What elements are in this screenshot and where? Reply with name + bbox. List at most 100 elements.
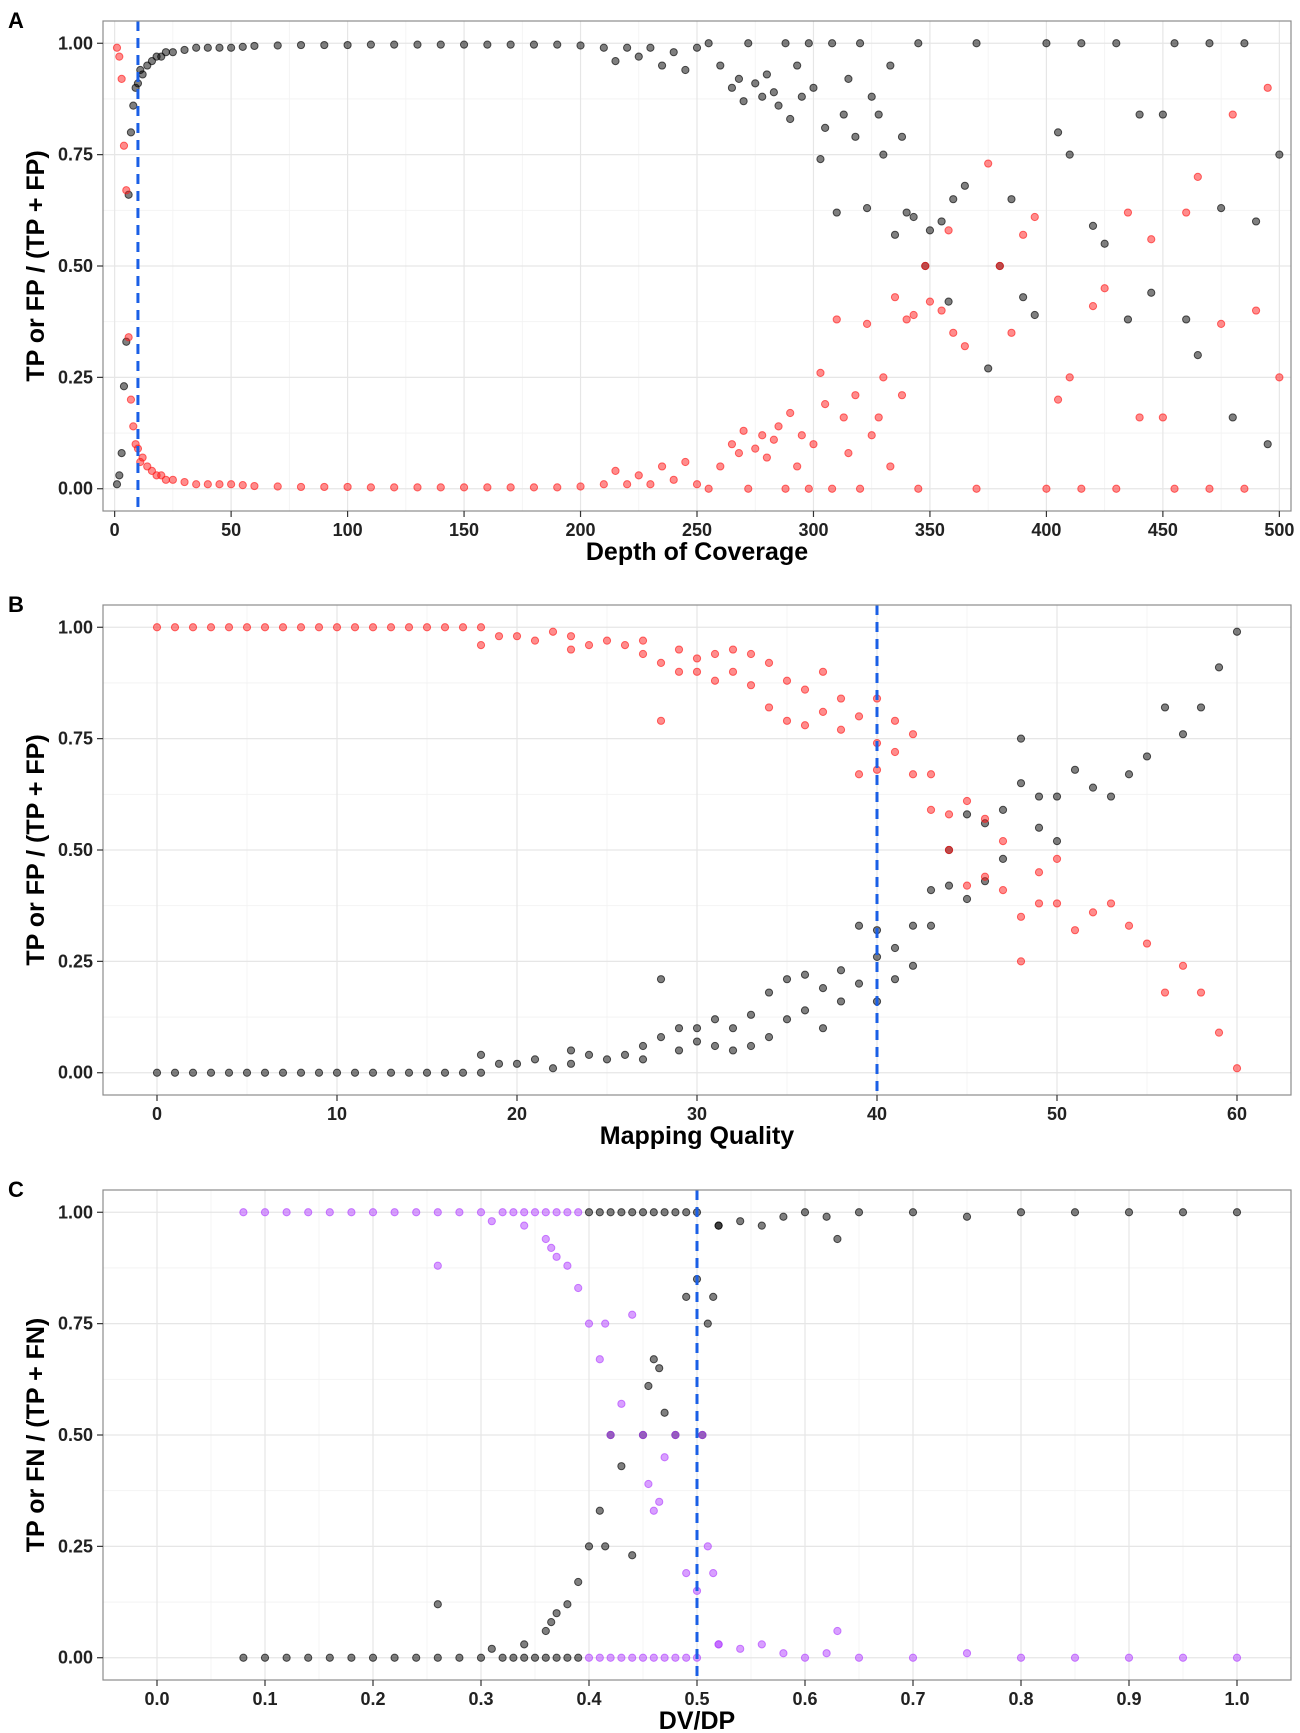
data-point-fn (671, 1653, 680, 1662)
data-point-tp (925, 226, 935, 235)
data-point-tp (634, 52, 643, 61)
data-point-tp (709, 1292, 718, 1302)
x-tick-label: 0.2 (360, 1689, 385, 1709)
data-point-fn (660, 1453, 669, 1462)
x-tick-label: 100 (333, 520, 363, 540)
data-point-tp (238, 42, 247, 51)
data-point-fp (962, 796, 972, 806)
data-point-fn (638, 1430, 648, 1440)
data-point-tp (412, 1653, 421, 1662)
data-point-fp (782, 716, 792, 725)
data-point-tp (1158, 110, 1167, 119)
data-point-tp (998, 805, 1008, 815)
data-point-tp (296, 1068, 306, 1077)
data-point-tp (692, 1037, 702, 1046)
data-point-fp (260, 623, 270, 632)
data-point-tp (854, 979, 864, 988)
data-point-tp (1034, 823, 1044, 832)
data-point-fp (458, 623, 468, 632)
data-point-fn (682, 1568, 691, 1578)
x-tick-label: 0.3 (468, 1689, 493, 1709)
data-point-tp (908, 921, 918, 930)
data-point-fp (483, 483, 492, 492)
data-point-tp (1053, 128, 1063, 137)
data-point-fn (606, 1653, 615, 1662)
data-point-fp (762, 453, 771, 462)
data-point-tp (818, 1024, 828, 1033)
x-tick-label: 60 (1227, 1104, 1247, 1124)
data-point-fn (606, 1430, 615, 1440)
data-point-fp (494, 632, 504, 641)
y-axis: 0.00 0.25 0.50 0.75 1.00 (58, 617, 103, 1083)
data-point-tp (1007, 195, 1016, 204)
data-point-fn (703, 1542, 712, 1551)
data-point-fp (804, 484, 813, 493)
data-point-tp (628, 1208, 637, 1217)
data-point-fp (851, 391, 860, 400)
data-point-tp (1205, 39, 1214, 48)
data-point-fp (129, 422, 138, 431)
data-point-fn (617, 1653, 626, 1662)
data-point-fp (821, 399, 830, 409)
data-point-fp (744, 484, 753, 493)
data-point-tp (804, 39, 813, 48)
data-point-tp (1228, 413, 1237, 422)
data-point-fp (1135, 413, 1144, 422)
data-point-tp (816, 154, 825, 164)
data-point-tp (413, 40, 422, 49)
points (239, 1208, 1242, 1662)
y-tick-label: 1.00 (58, 617, 93, 637)
data-point-tp (797, 92, 806, 101)
data-point-tp (800, 1006, 810, 1015)
data-point-tp (433, 1653, 442, 1662)
data-point-tp (1016, 1208, 1026, 1217)
data-point-tp (1182, 315, 1191, 324)
data-point-fp (126, 395, 136, 404)
data-point-fp (366, 483, 375, 492)
data-point-tp (736, 1217, 745, 1226)
data-point-fp (224, 623, 234, 632)
data-point-tp (914, 39, 923, 48)
data-point-tp (692, 43, 702, 52)
data-point-fp (710, 676, 720, 685)
data-point-tp (786, 114, 795, 124)
x-tick-label: 1.0 (1224, 1689, 1249, 1709)
data-point-fp (781, 484, 790, 493)
data-point-tp (744, 39, 753, 48)
data-point-fp (914, 484, 923, 493)
panel-letter: A (8, 8, 24, 33)
data-point-fp (506, 483, 515, 492)
data-point-tp (126, 128, 136, 137)
data-point-tp (1077, 39, 1086, 48)
data-point-fn (617, 1399, 626, 1408)
data-point-tp (563, 1653, 572, 1662)
x-tick-label: 450 (1148, 520, 1178, 540)
data-point-fn (1016, 1653, 1026, 1662)
data-point-tp (170, 1068, 180, 1077)
data-point-fn (487, 1217, 496, 1226)
data-point-tp (161, 48, 170, 57)
data-point-fp (459, 483, 469, 492)
data-point-fp (890, 293, 900, 302)
data-point-fp (1070, 926, 1080, 935)
data-point-tp (674, 1046, 684, 1055)
data-point-fp (1193, 172, 1202, 182)
data-point-tp (832, 208, 841, 217)
data-point-fp (832, 315, 841, 324)
data-point-fp (584, 640, 594, 650)
data-point-tp (692, 1024, 702, 1033)
data-point-tp (886, 61, 895, 70)
data-point-tp (926, 885, 936, 895)
data-point-tp (757, 1221, 766, 1230)
data-point-tp (669, 48, 678, 57)
data-point-tp (512, 1059, 522, 1068)
data-point-tp (476, 1050, 486, 1060)
data-point-tp (1142, 752, 1152, 761)
data-point-tp (1112, 39, 1121, 48)
data-point-fn (347, 1208, 356, 1217)
data-point-tp (115, 471, 124, 480)
data-point-fp (797, 431, 806, 440)
x-tick-label: 10 (327, 1104, 347, 1124)
data-point-fp (758, 431, 767, 440)
data-point-tp (563, 1600, 572, 1609)
